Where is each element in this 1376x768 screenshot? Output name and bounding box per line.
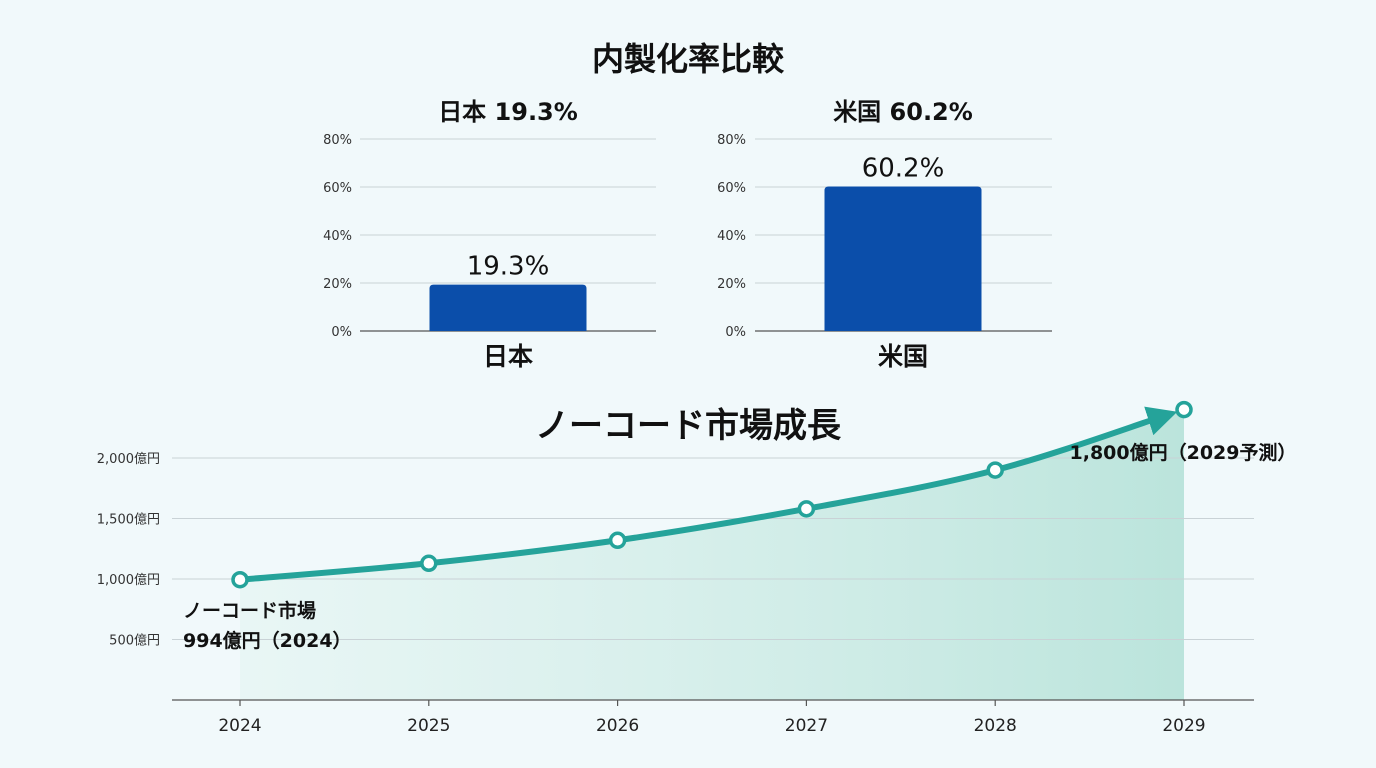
us-subtitle: 米国 60.2% — [833, 98, 973, 126]
us-ytick-label: 60% — [717, 181, 746, 196]
line-section-title: ノーコード市場成長 — [535, 406, 842, 446]
japan-category-label: 日本 — [483, 342, 533, 371]
bar-section-title: 内製化率比較 — [592, 40, 785, 78]
japan-ytick-label: 40% — [323, 229, 352, 244]
growth-xtick-label: 2028 — [974, 716, 1017, 736]
us-category-label: 米国 — [878, 342, 928, 371]
growth-ytick-label: 500億円 — [109, 633, 160, 649]
growth-points — [231, 400, 1193, 589]
japan-ytick-label: 0% — [331, 325, 352, 340]
growth-ytick-label: 2,000億円 — [97, 451, 160, 467]
growth-xtick-label: 2024 — [218, 716, 261, 736]
market-growth-chart: 500億円 1,000億円 1,500億円 2,000億円 2024 2025 2026 20… — [97, 400, 1297, 736]
us-bar — [824, 186, 982, 331]
growth-area-fill — [240, 409, 1184, 700]
growth-xtick-label: 2027 — [785, 716, 828, 736]
end-annotation: 1,800億円（2029予測） — [1070, 441, 1297, 464]
japan-ytick-label: 20% — [323, 277, 352, 292]
us-ytick-label: 0% — [725, 325, 746, 340]
us-value-label: 60.2% — [862, 154, 945, 184]
us-bar-chart: 0% 20% 40% 60% 80% 60.2% 米国 — [717, 133, 1052, 371]
japan-ytick-label: 80% — [323, 133, 352, 148]
start-annotation-line2: 994億円（2024） — [183, 629, 352, 652]
growth-point-2029 — [1175, 400, 1193, 419]
us-ytick-label: 40% — [717, 229, 746, 244]
growth-point-2024 — [231, 570, 249, 589]
growth-point-2028 — [986, 461, 1004, 479]
growth-line — [237, 406, 1178, 583]
us-ytick-label: 20% — [717, 277, 746, 292]
growth-gridlines: 500億円 1,000億円 1,500億円 2,000億円 2024 2025 2026 20… — [97, 451, 1254, 736]
japan-bar — [429, 284, 587, 331]
us-ytick-label: 80% — [717, 133, 746, 148]
japan-bar-chart: 0% 20% 40% 60% 80% 19.3% 日本 — [323, 133, 656, 371]
japan-value-label: 19.3% — [467, 252, 550, 282]
growth-point-2026 — [608, 531, 627, 550]
growth-point-2027 — [797, 500, 816, 518]
japan-ytick-label: 60% — [323, 181, 352, 196]
growth-xtick-label: 2029 — [1162, 716, 1205, 736]
growth-ytick-label: 1,000億円 — [97, 572, 160, 588]
growth-ytick-label: 1,500億円 — [97, 512, 160, 528]
growth-point-2025 — [420, 554, 438, 573]
start-annotation-line1: ノーコード市場 — [183, 599, 316, 622]
japan-subtitle: 日本 19.3% — [438, 98, 578, 126]
growth-xtick-label: 2025 — [407, 716, 450, 736]
growth-xtick-label: 2026 — [596, 716, 639, 736]
